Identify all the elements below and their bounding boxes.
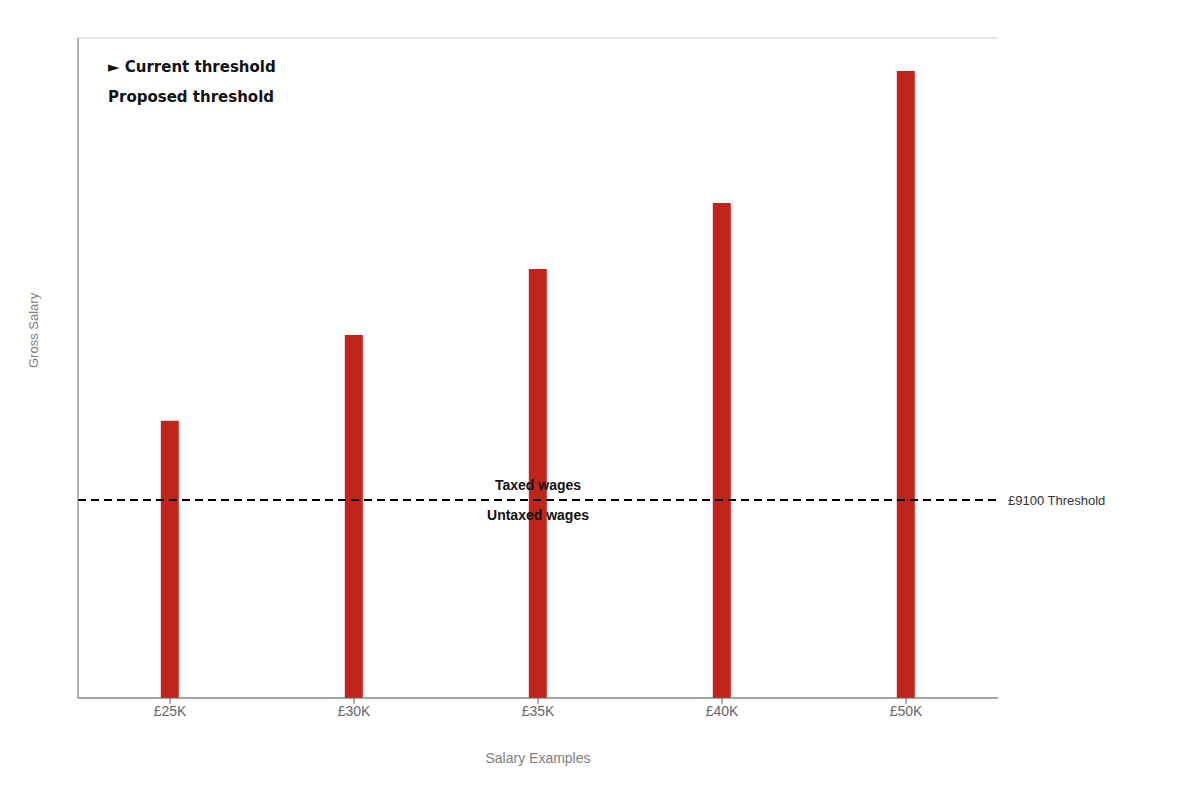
svg-text:Salary Examples: Salary Examples (485, 750, 590, 766)
svg-text:£25K: £25K (154, 703, 187, 719)
svg-text:£35K: £35K (522, 703, 555, 719)
svg-text:Untaxed wages: Untaxed wages (487, 507, 589, 523)
svg-text:Taxed wages: Taxed wages (495, 477, 581, 493)
svg-text:£9100 Threshold: £9100 Threshold (1008, 493, 1105, 508)
svg-text:£30K: £30K (338, 703, 371, 719)
svg-text:£40K: £40K (706, 703, 739, 719)
html-text:Proposed threshold: Proposed threshold (108, 88, 274, 106)
html-text:► Current threshold: ► Current threshold (108, 58, 276, 76)
svg-text:£50K: £50K (890, 703, 923, 719)
svg-text:Gross Salary: Gross Salary (26, 292, 41, 368)
